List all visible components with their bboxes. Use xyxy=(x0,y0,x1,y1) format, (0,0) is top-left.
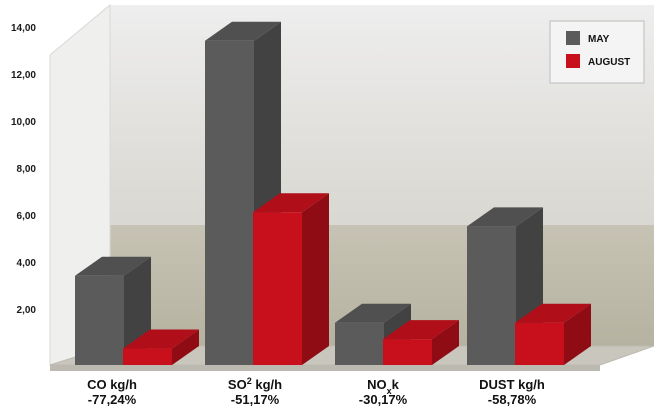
bar-top-face xyxy=(75,256,151,276)
bar-top-face xyxy=(123,329,199,349)
bar-side-face xyxy=(302,193,329,365)
bar-top-face xyxy=(205,21,281,41)
bar-august-1 xyxy=(253,193,329,365)
y-tick-label: 2,00 xyxy=(17,305,37,316)
category-label: NOxk xyxy=(367,377,400,396)
y-tick-label: 10,00 xyxy=(11,117,36,128)
legend-label-may: MAY xyxy=(588,34,610,45)
bar-august-0 xyxy=(123,329,199,365)
category-change-label: -51,17% xyxy=(231,392,280,407)
bar-top-face xyxy=(515,303,591,323)
legend-box xyxy=(549,20,645,84)
legend-swatch-august xyxy=(566,54,580,68)
bar-top-face xyxy=(253,193,329,213)
category-labels: CO kg/h-77,24% SO2 kg/h-51,17% NOxk-30,17%… xyxy=(87,376,545,407)
category-change-label: -30,17% xyxy=(359,392,408,407)
bar-side-face xyxy=(172,329,199,365)
bar-front-face xyxy=(253,212,302,365)
bar-side-face xyxy=(432,320,459,365)
floor-front-edge xyxy=(50,365,600,371)
bar-front-face xyxy=(335,322,384,365)
category-change-label: -77,24% xyxy=(88,392,137,407)
bar-front-face xyxy=(515,322,564,365)
bar-front-face xyxy=(123,348,172,365)
bar-front-face xyxy=(75,275,124,365)
bars-group xyxy=(75,21,591,365)
bar-front-face xyxy=(205,40,254,365)
y-axis: 2,00 4,00 6,00 8,00 10,00 12,00 14,00 xyxy=(11,23,36,316)
y-tick-label: 4,00 xyxy=(17,258,37,269)
bar-august-2 xyxy=(383,320,459,365)
category-change-label: -58,78% xyxy=(488,392,537,407)
y-tick-label: 14,00 xyxy=(11,23,36,34)
y-tick-label: 12,00 xyxy=(11,70,36,81)
category-label: CO kg/h xyxy=(87,377,137,392)
bar-top-face xyxy=(383,320,459,340)
legend: MAY AUGUST xyxy=(549,20,645,84)
bar-top-face xyxy=(467,207,543,227)
bar-top-face xyxy=(335,303,411,323)
legend-label-august: AUGUST xyxy=(588,57,630,68)
bar-side-face xyxy=(564,303,591,365)
bar-front-face xyxy=(467,226,516,365)
bar-may-3 xyxy=(467,207,543,365)
bar-august-3 xyxy=(515,303,591,365)
y-tick-label: 8,00 xyxy=(17,164,37,175)
y-tick-label: 6,00 xyxy=(17,211,37,222)
bar-front-face xyxy=(383,339,432,365)
category-label: DUST kg/h xyxy=(479,377,545,392)
legend-swatch-may xyxy=(566,31,580,45)
category-label: SO2 kg/h xyxy=(228,376,282,392)
